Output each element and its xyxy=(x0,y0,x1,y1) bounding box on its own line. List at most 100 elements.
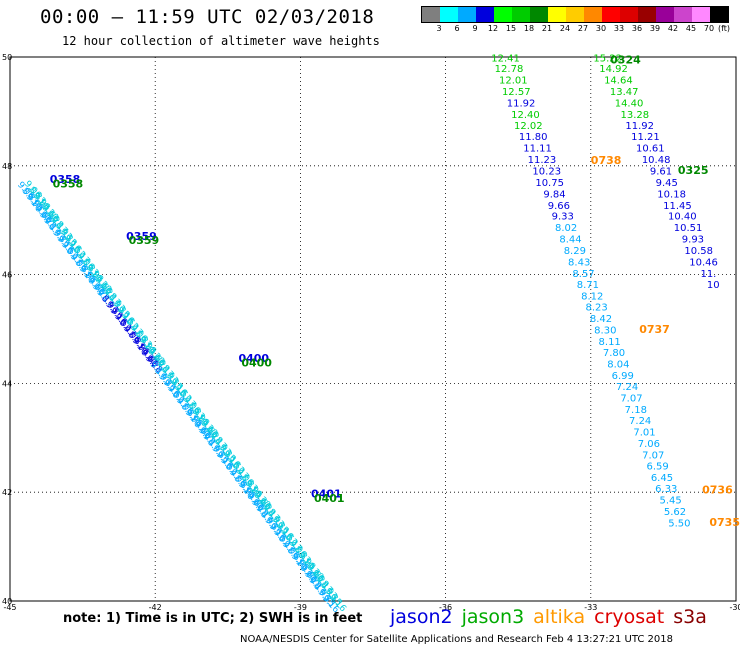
wave-height-reading: 9.61 xyxy=(650,167,672,178)
x-tick-label: -33 xyxy=(584,603,597,612)
pass-time-label: 0735 xyxy=(709,516,740,529)
pass-time-label: 0401 xyxy=(314,492,345,505)
legend-label: 33 xyxy=(613,24,625,33)
wave-height-reading: 15.22 xyxy=(593,53,622,64)
wave-height-reading: 11. xyxy=(700,269,716,280)
legend-swatch xyxy=(638,7,656,22)
legend-swatch xyxy=(710,7,728,22)
legend-swatch xyxy=(656,7,674,22)
wave-height-reading: 9.66 xyxy=(548,201,570,212)
satellite-legend: jason2 jason3 altika cryosat s3a xyxy=(390,606,716,628)
pass-time-label: 0358 xyxy=(53,178,84,191)
wave-height-reading: 7.07 xyxy=(620,393,642,404)
legend-label: 27 xyxy=(577,24,589,33)
legend-swatch xyxy=(566,7,584,22)
wave-height-reading: 11.92 xyxy=(625,121,654,132)
wave-height-reading: 8.29 xyxy=(564,246,586,257)
wave-height-reading: 12.40 xyxy=(511,110,540,121)
y-tick-label: 48 xyxy=(2,162,12,171)
legend-swatch xyxy=(620,7,638,22)
pass-time-label: 0737 xyxy=(639,323,670,336)
y-tick-label: 46 xyxy=(2,271,12,280)
map-frame xyxy=(9,56,737,602)
pass-time-label: 0400 xyxy=(241,357,272,370)
wave-height-reading: 7.01 xyxy=(633,428,655,439)
satellite-altika: altika xyxy=(533,606,586,628)
legend-label: 24 xyxy=(559,24,571,33)
wave-height-reading: 8.04 xyxy=(607,360,629,371)
wave-height-reading: 10.18 xyxy=(657,189,686,200)
wave-height-reading: 12.01 xyxy=(499,76,528,87)
pass-time-label: 0358 xyxy=(50,173,81,186)
legend-label: 6 xyxy=(454,24,460,33)
wave-height-reading: 11.80 xyxy=(519,132,548,143)
wave-height-reading: 12.41 xyxy=(491,53,520,64)
legend-label: 3 xyxy=(436,24,442,33)
y-tick-label: 40 xyxy=(2,597,12,606)
legend-label: 45 xyxy=(685,24,697,33)
wave-height-legend: 3 6 9 12 15 18 21 24 27 30 33 36 39 42 45 70 (ft) xyxy=(421,4,740,36)
wave-height-reading: 8.71 xyxy=(577,280,599,291)
wave-height-reading: 8.43 xyxy=(568,257,590,268)
wave-height-reading: 10.23 xyxy=(532,167,561,178)
legend-swatch xyxy=(530,7,548,22)
x-tick-label: -30 xyxy=(729,603,740,612)
wave-height-reading: 10.75 xyxy=(535,178,564,189)
legend-swatch xyxy=(674,7,692,22)
wave-height-reading: 6.33 xyxy=(655,484,677,495)
wave-height-reading: 11.92 xyxy=(507,99,536,110)
legend-label: 42 xyxy=(667,24,679,33)
pass-time-label: 0401 xyxy=(311,488,342,501)
wave-height-reading: 14.40 xyxy=(615,99,644,110)
wave-height-reading: 8.30 xyxy=(594,325,616,336)
legend-label: 12 xyxy=(487,24,499,33)
y-tick-label: 50 xyxy=(2,53,12,62)
legend-swatch xyxy=(584,7,602,22)
wave-height-reading: 8.23 xyxy=(585,303,607,314)
legend-label: 9 xyxy=(472,24,478,33)
satellite-cryosat: cryosat xyxy=(594,606,665,628)
wave-height-reading: 6.45 xyxy=(651,473,673,484)
satellite-jason3: jason3 xyxy=(461,606,525,628)
pass-time-label: 0400 xyxy=(238,352,269,365)
wave-height-reading: 7.24 xyxy=(629,416,651,427)
x-tick-label: -42 xyxy=(149,603,162,612)
wave-height-reading: 11.45 xyxy=(663,201,692,212)
wave-height-reading: 9.45 xyxy=(656,178,678,189)
wave-height-reading: 11.23 xyxy=(528,155,557,166)
pass-time-label: 0738 xyxy=(591,154,622,167)
wave-height-reading: 9.33 xyxy=(552,212,574,223)
wave-height-reading: 10.48 xyxy=(642,155,671,166)
legend-swatches xyxy=(421,6,729,23)
legend-label: 70 xyxy=(703,24,715,33)
wave-height-reading: 8.11 xyxy=(599,337,621,348)
wave-height-reading: 14.92 xyxy=(599,64,628,75)
wave-height-reading: 10.61 xyxy=(636,144,665,155)
x-tick-label: -45 xyxy=(3,603,16,612)
page-title: 00:00 – 11:59 UTC 02/03/2018 xyxy=(40,6,375,28)
wave-height-reading: 8.12 xyxy=(581,292,603,303)
wave-height-reading: 12.78 xyxy=(495,64,524,75)
wave-height-reading: 7.07 xyxy=(642,450,664,461)
wave-height-reading: 10.51 xyxy=(674,223,703,234)
satellite-s3a: s3a xyxy=(673,606,707,628)
legend-unit: (ft) xyxy=(717,24,731,33)
pass-time-label: 0736 xyxy=(702,483,733,496)
legend-labels: 3 6 9 12 15 18 21 24 27 30 33 36 39 42 45 70 (ft) xyxy=(421,24,740,34)
wave-height-reading: 7.18 xyxy=(625,405,647,416)
wave-height-reading: 9.93 xyxy=(682,235,704,246)
legend-swatch xyxy=(548,7,566,22)
legend-label: 21 xyxy=(541,24,553,33)
wave-height-reading: 8.02 xyxy=(555,223,577,234)
wave-height-reading: 12.02 xyxy=(514,121,543,132)
legend-swatch xyxy=(602,7,620,22)
wave-height-reading: 13.47 xyxy=(610,87,639,98)
wave-height-reading: 6.99 xyxy=(612,371,634,382)
wave-height-reading: 13.28 xyxy=(621,110,650,121)
y-tick-label: 42 xyxy=(2,488,12,497)
legend-swatch xyxy=(458,7,476,22)
wave-height-reading: 10 xyxy=(707,280,720,291)
legend-label: 30 xyxy=(595,24,607,33)
wave-height-reading: 5.62 xyxy=(664,507,686,518)
